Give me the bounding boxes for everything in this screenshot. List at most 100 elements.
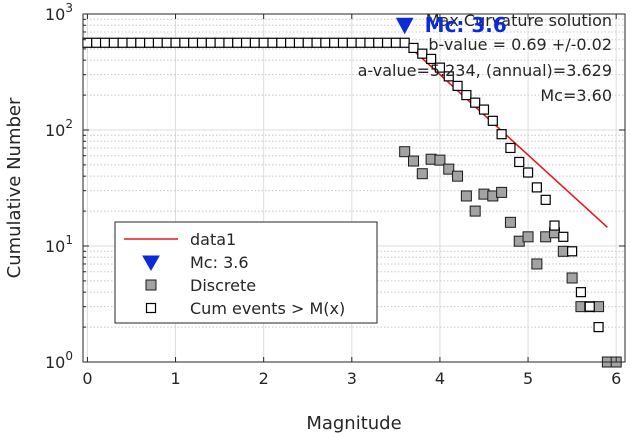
cumulative-point bbox=[179, 37, 190, 48]
legend-label: Mc: 3.6 bbox=[190, 253, 249, 272]
cumulative-point bbox=[117, 37, 128, 48]
cumulative-point bbox=[478, 104, 490, 115]
cumulative-point bbox=[170, 37, 181, 48]
cumulative-point bbox=[267, 37, 278, 48]
annotation-line-1: Max Curvature solution bbox=[426, 11, 612, 30]
cumulative-point bbox=[346, 37, 357, 48]
x-axis-label: Magnitude bbox=[306, 413, 401, 434]
cumulative-point bbox=[540, 194, 551, 205]
cumulative-point bbox=[496, 129, 507, 140]
y-tick-label: 103 bbox=[45, 1, 73, 24]
legend-label: data1 bbox=[190, 230, 236, 249]
cumulative-point bbox=[205, 37, 216, 48]
cumulative-point bbox=[522, 167, 534, 178]
cumulative-point bbox=[567, 246, 578, 257]
legend-label: Discrete bbox=[190, 276, 256, 295]
cumulative-point bbox=[505, 142, 516, 154]
discrete-point bbox=[504, 216, 516, 228]
mc-label: Mc: 3.6 bbox=[425, 13, 507, 37]
cumulative-point bbox=[584, 301, 595, 312]
annotation-block: Max Curvature solution b-value = 0.69 +/… bbox=[358, 11, 612, 105]
cumulative-point bbox=[452, 80, 463, 91]
legend-filled-square-swatch bbox=[145, 279, 157, 291]
cumulative-point bbox=[470, 97, 481, 108]
cumulative-point bbox=[443, 71, 454, 82]
legend: data1 Mc: 3.6 Discrete Cum events > M(x) bbox=[114, 221, 378, 324]
legend-item: Cum events > M(x) bbox=[145, 299, 345, 318]
cumulative-point bbox=[135, 37, 146, 48]
discrete-point bbox=[452, 170, 464, 182]
x-tick-label: 5 bbox=[523, 369, 533, 388]
cumulative-point bbox=[152, 37, 164, 48]
cumulative-point bbox=[214, 37, 225, 48]
discrete-point bbox=[496, 186, 508, 198]
y-tick-label: 100 bbox=[45, 349, 73, 372]
annotation-line-2: b-value = 0.69 +/-0.02 bbox=[428, 35, 612, 54]
discrete-point bbox=[416, 168, 428, 180]
discrete-point bbox=[469, 205, 481, 217]
cumulative-point bbox=[258, 37, 269, 48]
cumulative-point bbox=[461, 89, 472, 101]
cumulative-point bbox=[373, 37, 384, 48]
x-axis-ticks: 0 1 2 3 4 5 6 bbox=[82, 14, 621, 388]
x-tick-label: 0 bbox=[82, 369, 92, 388]
discrete-point bbox=[522, 231, 534, 243]
cumulative-point bbox=[285, 37, 296, 48]
cumulative-point bbox=[399, 37, 410, 48]
cumulative-point bbox=[355, 37, 366, 48]
x-tick-label: 2 bbox=[259, 369, 269, 388]
cumulative-point bbox=[311, 37, 322, 48]
annotation-line-3: a-value=5.234, (annual)=3.629 bbox=[358, 61, 612, 80]
legend-label: Cum events > M(x) bbox=[190, 299, 345, 318]
cumulative-point bbox=[161, 37, 172, 48]
discrete-point bbox=[557, 245, 569, 257]
x-tick-label: 1 bbox=[170, 369, 180, 388]
x-tick-label: 3 bbox=[347, 369, 357, 388]
y-axis-ticks: 100 101 102 103 bbox=[45, 1, 625, 372]
cumulative-point bbox=[276, 37, 287, 48]
cumulative-point bbox=[223, 37, 234, 48]
discrete-point bbox=[460, 190, 472, 202]
cumulative-series bbox=[82, 37, 604, 333]
cumulative-point bbox=[143, 37, 155, 48]
discrete-point bbox=[566, 272, 578, 284]
x-tick-label: 4 bbox=[435, 369, 445, 388]
discrete-point bbox=[593, 301, 605, 313]
cumulative-point bbox=[390, 37, 401, 48]
cumulative-point bbox=[91, 37, 102, 48]
legend-item: data1 bbox=[124, 230, 236, 249]
plot-area-frame bbox=[82, 13, 626, 363]
cumulative-point bbox=[417, 48, 428, 59]
cumulative-point bbox=[293, 37, 305, 48]
cumulative-point bbox=[381, 37, 393, 48]
cumulative-point bbox=[434, 62, 446, 73]
discrete-point bbox=[407, 155, 419, 167]
cumulative-point bbox=[329, 37, 340, 48]
cumulative-point bbox=[249, 37, 260, 48]
y-tick-label: 102 bbox=[45, 117, 73, 140]
cumulative-point bbox=[337, 37, 349, 48]
legend-item: Discrete bbox=[145, 276, 256, 295]
mc-marker bbox=[395, 17, 414, 35]
mc-layer bbox=[395, 17, 414, 35]
cumulative-point bbox=[232, 37, 243, 48]
cumulative-point bbox=[320, 37, 331, 48]
cumulative-point bbox=[188, 37, 199, 48]
cumulative-point bbox=[487, 115, 498, 126]
cumulative-point bbox=[549, 220, 560, 231]
cumulative-point bbox=[364, 37, 375, 48]
legend-item: Mc: 3.6 bbox=[142, 253, 249, 272]
cumulative-point bbox=[514, 156, 525, 168]
cumulative-point bbox=[302, 37, 313, 48]
legend-open-square-swatch bbox=[145, 302, 157, 314]
legend-triangle-swatch bbox=[142, 255, 160, 272]
cumulative-point bbox=[593, 321, 604, 333]
y-tick-label: 101 bbox=[45, 233, 73, 256]
cumulative-point bbox=[408, 42, 419, 54]
cumulative-point bbox=[558, 231, 569, 242]
cumulative-point bbox=[99, 37, 111, 48]
discrete-point bbox=[531, 258, 543, 270]
cumulative-point bbox=[531, 182, 542, 193]
cumulative-point bbox=[240, 37, 252, 48]
